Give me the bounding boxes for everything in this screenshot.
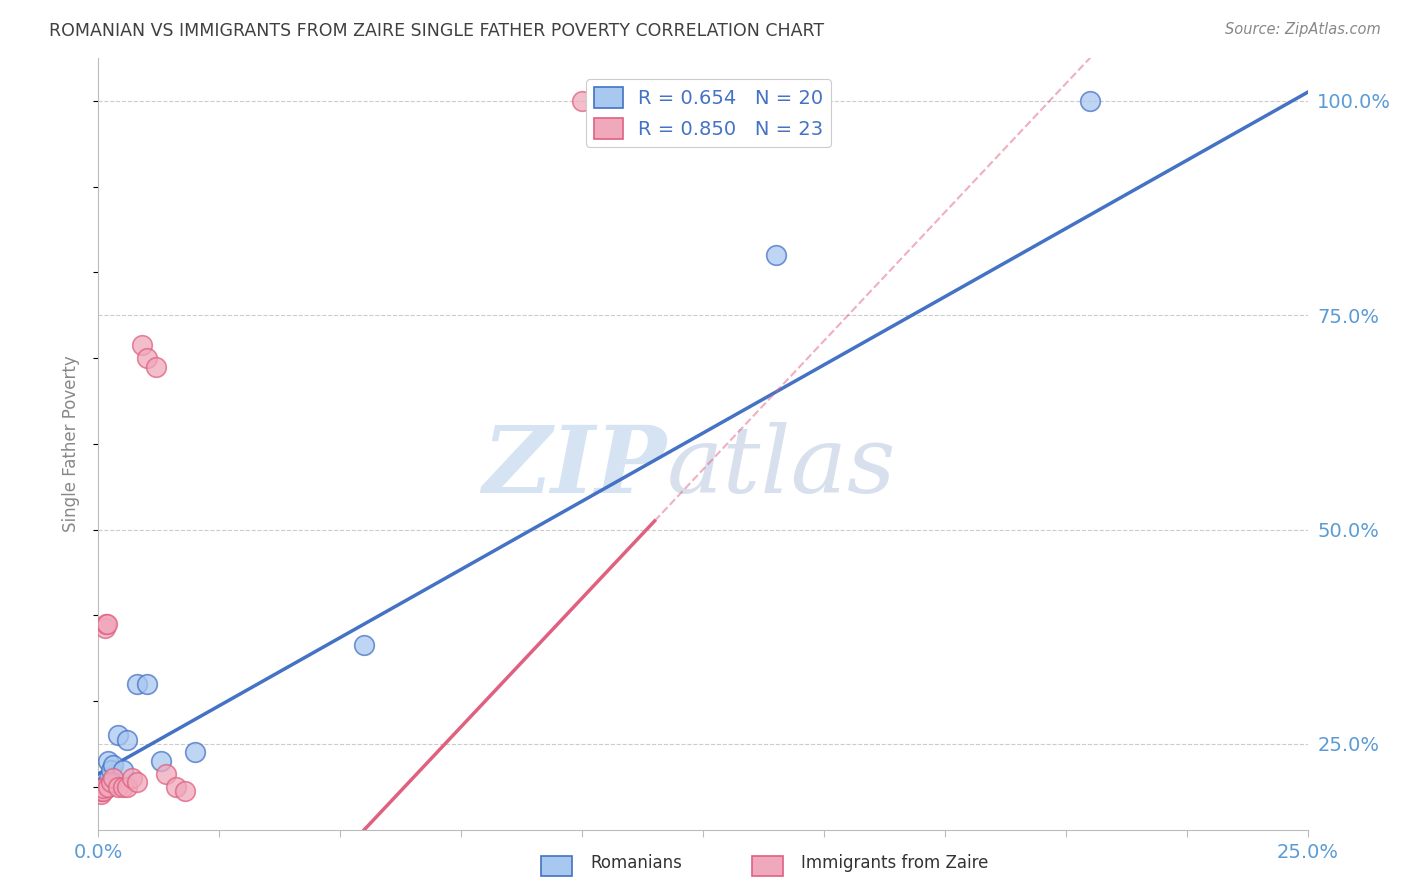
Point [101, 771, 124, 785]
Point [111, 780, 134, 794]
Point [94, 616, 117, 631]
Point [1078, 94, 1101, 108]
Point [89, 784, 111, 798]
Point [117, 732, 139, 747]
Point [145, 359, 167, 374]
Point [765, 248, 787, 262]
Point [353, 638, 375, 652]
Y-axis label: Single Father Poverty: Single Father Poverty [62, 355, 80, 533]
Point [91, 781, 114, 796]
Point [117, 780, 139, 794]
Point [107, 780, 129, 794]
Point [165, 780, 187, 794]
Point [93, 621, 115, 635]
Point [100, 763, 122, 777]
Point [101, 758, 124, 772]
Point [107, 728, 129, 742]
Point [127, 677, 149, 691]
Text: ZIP: ZIP [482, 422, 666, 512]
Point [127, 775, 149, 789]
Point [91, 784, 114, 798]
Point [131, 338, 153, 352]
Legend: R = 0.654   N = 20, R = 0.850   N = 23: R = 0.654 N = 20, R = 0.850 N = 23 [586, 79, 831, 147]
Point [90, 787, 112, 801]
Point [150, 754, 173, 768]
Point [111, 763, 134, 777]
Point [184, 745, 207, 759]
Point [100, 775, 122, 789]
Point [93, 782, 115, 797]
Point [91, 781, 114, 796]
Point [94, 778, 117, 792]
Point [96, 616, 118, 631]
Text: ROMANIAN VS IMMIGRANTS FROM ZAIRE SINGLE FATHER POVERTY CORRELATION CHART: ROMANIAN VS IMMIGRANTS FROM ZAIRE SINGLE… [49, 22, 824, 40]
Point [96, 780, 118, 794]
Point [97, 754, 120, 768]
Point [90, 784, 112, 798]
Text: Source: ZipAtlas.com: Source: ZipAtlas.com [1225, 22, 1381, 37]
Point [135, 677, 157, 691]
Point [91, 780, 114, 794]
Point [97, 780, 120, 794]
Point [571, 94, 593, 108]
Text: Romanians: Romanians [591, 855, 682, 872]
Point [174, 784, 197, 798]
Point [98, 771, 121, 785]
Text: atlas: atlas [666, 422, 896, 512]
Point [135, 351, 157, 365]
Text: Immigrants from Zaire: Immigrants from Zaire [801, 855, 988, 872]
Point [121, 771, 143, 785]
Point [155, 767, 177, 781]
Point [89, 783, 111, 797]
